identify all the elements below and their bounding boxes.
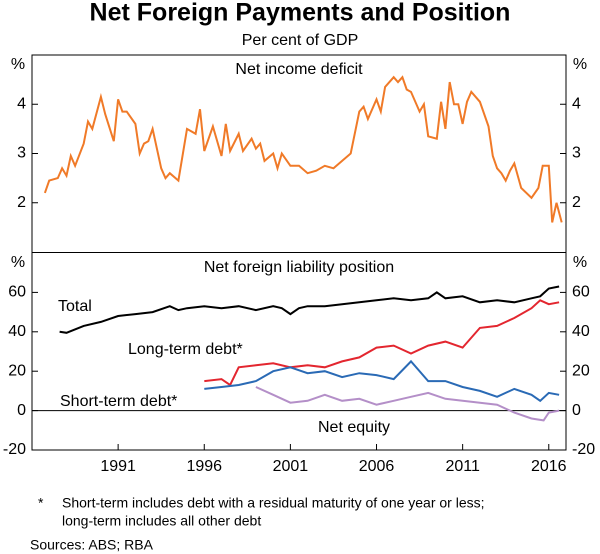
series-label: Short-term debt* bbox=[60, 393, 177, 410]
y-tick-label: 20 bbox=[572, 362, 590, 379]
y-unit: % bbox=[573, 254, 587, 271]
y-tick-label: 0 bbox=[572, 402, 581, 419]
y-tick-label: 4 bbox=[572, 95, 581, 112]
y-tick-label: 40 bbox=[572, 323, 590, 340]
x-tick-label: 1996 bbox=[186, 458, 222, 475]
x-tick-label: 2001 bbox=[273, 458, 309, 475]
y-unit: % bbox=[11, 56, 25, 73]
y-tick-label: 60 bbox=[572, 284, 590, 301]
sources: Sources: ABS; RBA bbox=[30, 537, 154, 553]
chart-subtitle: Per cent of GDP bbox=[242, 32, 359, 49]
y-tick-label: 4 bbox=[17, 95, 26, 112]
y-tick-label: 3 bbox=[572, 145, 581, 162]
x-tick-label: 2011 bbox=[445, 458, 480, 475]
line-series bbox=[204, 299, 560, 387]
chart-title: Net Foreign Payments and Position bbox=[90, 0, 511, 27]
y-tick-label: 3 bbox=[17, 145, 26, 162]
x-tick-label: 1991 bbox=[100, 458, 136, 475]
y-tick-label: 20 bbox=[8, 362, 26, 379]
line-series bbox=[59, 285, 560, 334]
y-tick-label: 0 bbox=[17, 402, 26, 419]
y-tick-label: 2 bbox=[572, 194, 581, 211]
footnote-mark: * bbox=[38, 495, 44, 511]
x-tick-label: 2006 bbox=[359, 458, 395, 475]
y-tick-label: -20 bbox=[3, 441, 26, 458]
series-label: Total bbox=[58, 298, 92, 315]
y-unit: % bbox=[573, 56, 587, 73]
series-label: Long-term debt* bbox=[128, 341, 243, 358]
footnote: long-term includes all other debt bbox=[62, 513, 261, 529]
x-tick-label: 2016 bbox=[531, 458, 567, 475]
series-label: Net equity bbox=[318, 419, 390, 436]
panel-title: Net foreign liability position bbox=[204, 259, 394, 276]
panel-title: Net income deficit bbox=[235, 61, 363, 78]
footnote: Short-term includes debt with a residual… bbox=[62, 495, 485, 511]
y-tick-label: 40 bbox=[8, 323, 26, 340]
line-series bbox=[204, 359, 560, 403]
y-tick-label: -20 bbox=[572, 441, 595, 458]
line-series bbox=[255, 386, 560, 422]
y-tick-label: 60 bbox=[8, 284, 26, 301]
y-unit: % bbox=[11, 254, 25, 271]
line-series bbox=[43, 75, 563, 223]
y-tick-label: 2 bbox=[17, 194, 26, 211]
